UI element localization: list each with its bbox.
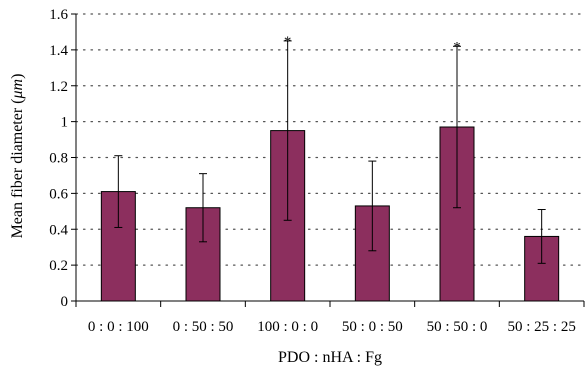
y-axis-title: Mean fiber diameter (μm) <box>9 74 26 239</box>
error-bar-layer <box>114 40 546 264</box>
y-axis-title-suffix: ) <box>9 74 26 79</box>
label-layer: 0 0.2 0.4 0.6 0.8 1 1.2 1.4 1.6 0 : 0 : 100 0 : 50… <box>49 7 576 335</box>
x-tick-label: 50 : 25 : 25 <box>507 319 575 335</box>
x-tick-label: 0 : 50 : 50 <box>173 319 234 335</box>
y-tick-label: 1.6 <box>49 7 68 23</box>
x-tick-label: 100 : 0 : 0 <box>257 319 318 335</box>
y-axis-title-unit: μm <box>9 79 26 100</box>
axis-layer <box>71 13 585 307</box>
y-axis-title-prefix: Mean fiber diameter ( <box>9 98 26 238</box>
x-tick-label: 50 : 0 : 50 <box>342 319 403 335</box>
x-axis-title: PDO : nHA : Fg <box>278 349 382 366</box>
x-tick-label: 0 : 0 : 100 <box>88 319 149 335</box>
y-tick-label: 1 <box>61 115 69 131</box>
y-tick-label: 0.4 <box>49 222 68 238</box>
y-tick-label: 0 <box>61 294 69 310</box>
significance-marker: * <box>284 34 292 50</box>
bar <box>354 205 390 302</box>
y-tick-label: 0.2 <box>49 258 68 274</box>
y-tick-label: 0.8 <box>49 151 68 167</box>
grid-layer <box>75 13 585 266</box>
significance-marker: * <box>453 39 461 55</box>
x-tick-label: 50 : 50 : 0 <box>427 319 488 335</box>
y-tick-label: 1.4 <box>49 43 68 59</box>
y-tick-label: 0.6 <box>49 186 68 202</box>
bar-layer <box>100 126 560 302</box>
y-tick-label: 1.2 <box>49 79 68 95</box>
